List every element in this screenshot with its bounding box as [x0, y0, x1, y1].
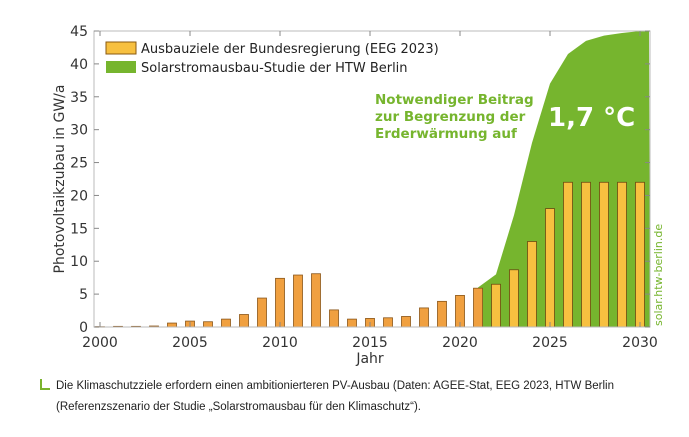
caption-line-1: Die Klimaschutzziele erfordern einen amb… [56, 380, 615, 392]
x-tick-label: 2000 [82, 335, 118, 351]
bar-historic-2011 [293, 274, 303, 328]
y-axis-label: Photovoltaikzubau in GW/a [52, 85, 68, 274]
annotation-big-temperature: 1,7 °C [548, 103, 635, 133]
bar-historic-2018 [419, 307, 429, 328]
y-tick-label: 40 [70, 57, 88, 73]
annotation-line-1: Notwendiger Beitrag [375, 92, 534, 108]
bar-eeg-2022 [491, 283, 501, 328]
bar-historic-2021 [473, 287, 483, 328]
y-tick-label: 0 [79, 320, 88, 336]
y-tick-label: 30 [70, 123, 88, 139]
bar-historic-2019 [437, 300, 447, 328]
x-tick-label: 2020 [442, 335, 478, 351]
x-axis-label: Jahr [355, 351, 384, 367]
bar-historic-2014 [347, 318, 357, 328]
annotation-line-2: zur Begrenzung der [375, 109, 526, 125]
legend-swatch-htw [106, 61, 136, 73]
bar-eeg-2026 [563, 181, 573, 328]
bar-historic-2006 [203, 321, 213, 328]
y-tick-label: 45 [70, 24, 88, 40]
legend-label-htw: Solarstromausbau-Studie der HTW Berlin [141, 61, 408, 76]
caption-marker-icon [40, 379, 50, 390]
bar-historic-2017 [401, 316, 411, 328]
bar-historic-2007 [221, 318, 231, 328]
watermark: solar.htw-berlin.de [652, 224, 665, 326]
bar-eeg-2029 [617, 181, 627, 328]
bar-eeg-2023 [509, 269, 519, 328]
x-tick-label: 2005 [172, 335, 208, 351]
caption: Die Klimaschutzziele erfordern einen amb… [40, 376, 680, 418]
legend: Ausbauziele der Bundesregierung (EEG 202… [105, 41, 439, 76]
bar-eeg-2030 [635, 181, 645, 328]
bar-historic-2013 [329, 309, 339, 328]
y-tick-label: 15 [70, 221, 88, 237]
bar-historic-2010 [275, 277, 285, 328]
x-tick-label: 2030 [622, 335, 658, 351]
legend-swatch-eeg [105, 41, 137, 55]
x-tick-label: 2025 [532, 335, 568, 351]
bar-historic-2004 [167, 322, 177, 328]
x-tick-label: 2015 [352, 335, 388, 351]
y-tick-label: 25 [70, 156, 88, 172]
bar-historic-2016 [383, 317, 393, 328]
annotation-green: Notwendiger Beitrag zur Begrenzung der E… [375, 92, 534, 142]
y-tick-label: 10 [70, 254, 88, 270]
annotation-line-3: Erderwärmung auf [375, 126, 517, 142]
y-tick-label: 5 [79, 287, 88, 303]
y-tick-label: 20 [70, 188, 88, 204]
legend-label-eeg: Ausbauziele der Bundesregierung (EEG 202… [141, 42, 439, 57]
plot-frame [93, 30, 651, 328]
bar-eeg-2025 [545, 208, 555, 328]
y-tick-label: 35 [70, 90, 88, 106]
caption-line-2: (Referenzszenario der Studie „Solarstrom… [56, 401, 421, 413]
bar-eeg-2028 [599, 181, 609, 328]
bar-historic-2008 [239, 314, 249, 328]
bar-eeg-2024 [527, 241, 537, 328]
x-tick-label: 2010 [262, 335, 298, 351]
bar-eeg-2027 [581, 181, 591, 328]
bar-historic-2012 [311, 273, 321, 328]
bar-historic-2009 [257, 297, 267, 328]
